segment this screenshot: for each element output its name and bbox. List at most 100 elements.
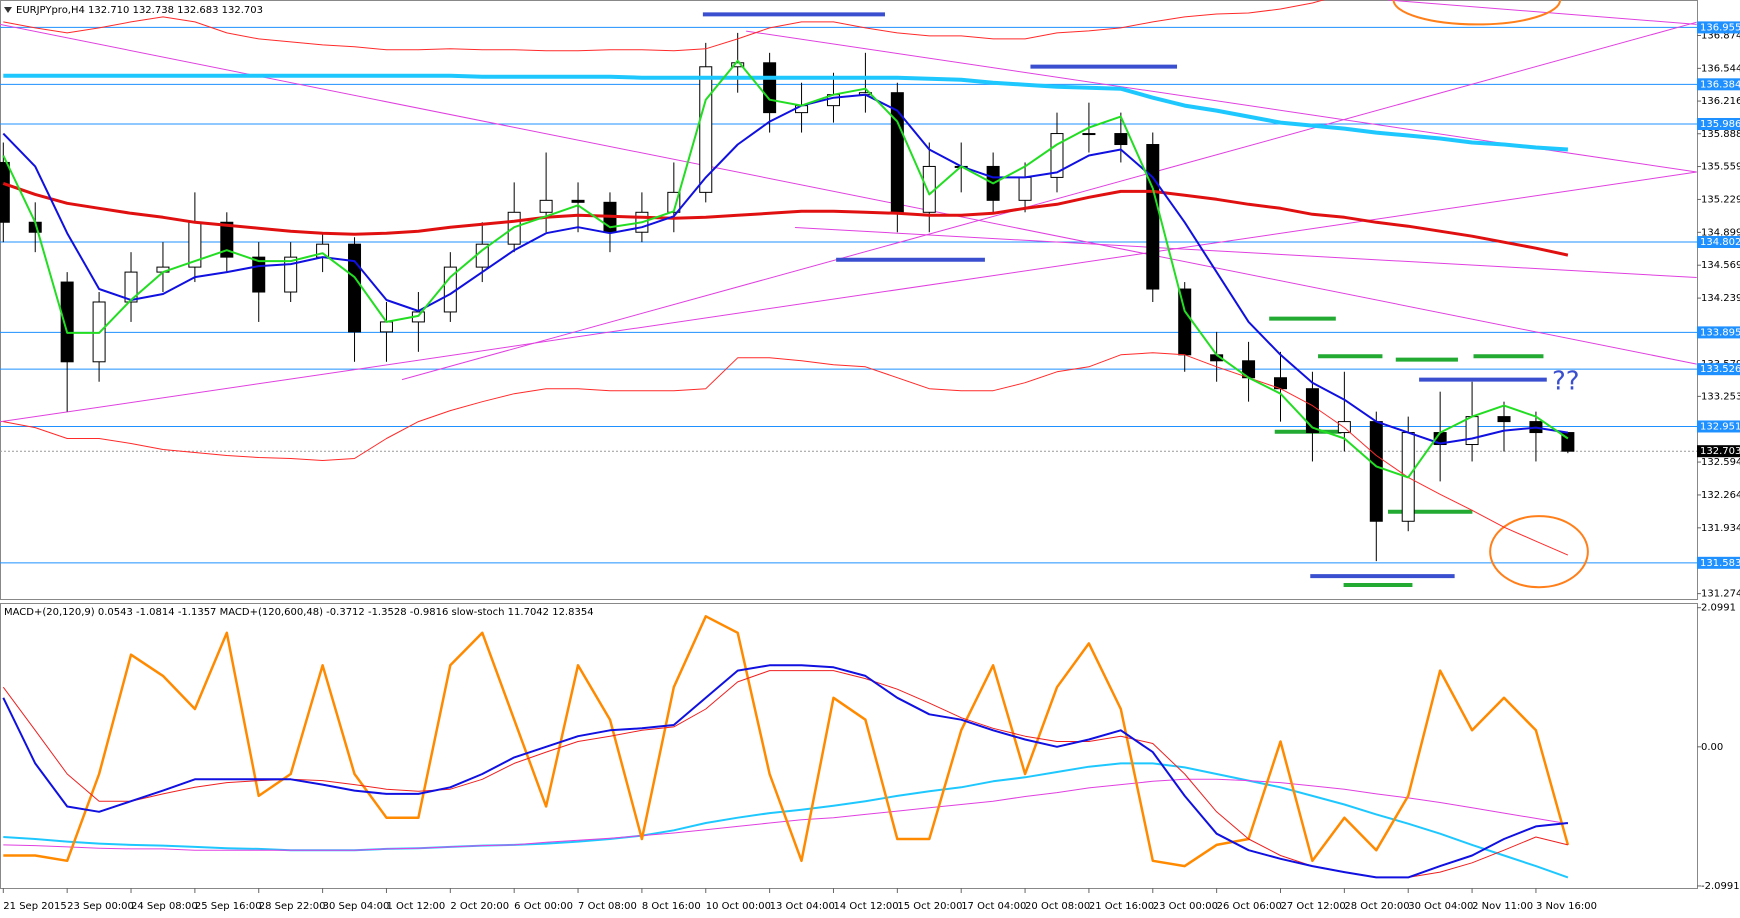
x-tick-label: 2 Nov 11:00 — [1472, 901, 1533, 912]
y-tick-label: 136.874 — [1701, 30, 1740, 41]
y-tick-label: 136.216 — [1701, 96, 1740, 107]
overlays — [2, 0, 1569, 556]
x-tick-label: 2 Oct 20:00 — [450, 901, 509, 912]
x-tick-label: 21 Oct 16:00 — [1089, 901, 1154, 912]
candle-body — [1114, 133, 1128, 146]
trendline — [402, 22, 1697, 379]
candle-body — [571, 199, 585, 203]
trendline — [795, 228, 1697, 278]
indicator-line — [3, 73, 1569, 152]
trendline — [0, 172, 1697, 422]
x-tick-label: 30 Oct 04:00 — [1408, 901, 1473, 912]
indicator-line — [3, 615, 1570, 868]
x-tick-label: 25 Sep 16:00 — [195, 901, 262, 912]
level-label: 131.583 — [1700, 558, 1740, 569]
y-tick-label: -2.0991 — [1701, 881, 1740, 892]
x-tick-label: 15 Oct 20:00 — [897, 901, 962, 912]
y-tick-label: 135.888 — [1701, 129, 1740, 140]
y-tick-label: 131.274 — [1701, 589, 1740, 600]
candle-body — [1178, 288, 1192, 356]
candle-body — [252, 256, 266, 293]
x-tick-label: 28 Oct 20:00 — [1344, 901, 1409, 912]
candle-body — [60, 281, 74, 363]
x-tick-label: 3 Nov 16:00 — [1536, 901, 1597, 912]
y-tick-label: 136.544 — [1701, 63, 1740, 74]
level-badge — [1697, 420, 1740, 433]
candle-body — [1497, 416, 1511, 423]
y-tick-label: 135.229 — [1701, 194, 1740, 205]
current-badge — [1697, 445, 1740, 458]
level-lines — [0, 26, 1697, 564]
y-tick-label: 134.899 — [1701, 227, 1740, 238]
candle-body — [1305, 388, 1319, 434]
indicator-line — [3, 352, 1569, 556]
level-label: 135.986 — [1700, 119, 1740, 130]
resistance-marks — [703, 14, 1547, 576]
candle-body — [1018, 176, 1032, 201]
overlays — [2, 615, 1570, 879]
main-title: EURJPYpro,H4 132.710 132.738 132.683 132… — [16, 5, 263, 16]
x-tick-label: 14 Oct 12:00 — [833, 901, 898, 912]
candle-body — [922, 165, 936, 213]
x-tick-label: 24 Sep 08:00 — [131, 901, 198, 912]
candle-body — [1146, 144, 1160, 290]
level-label: 136.384 — [1700, 79, 1740, 90]
highlight-ellipse — [1394, 0, 1561, 24]
candle-body — [1082, 133, 1096, 136]
level-badge — [1697, 556, 1740, 569]
x-tick-label: 28 Sep 22:00 — [259, 901, 326, 912]
indicator-title: MACD+(20,120,9) 0.0543 -1.0814 -1.1357 M… — [4, 607, 594, 618]
y-tick-label: 134.239 — [1701, 293, 1740, 304]
x-tick-label: 30 Sep 04:00 — [323, 901, 390, 912]
level-label: 134.802 — [1700, 237, 1740, 248]
y-tick-label: 133.253 — [1701, 391, 1740, 402]
indicator-line — [3, 0, 1325, 52]
x-tick-label: 1 Oct 12:00 — [386, 901, 445, 912]
x-tick-label: 7 Oct 08:00 — [578, 901, 637, 912]
y-tick-label: 134.569 — [1701, 260, 1740, 271]
indicator-line — [2, 59, 1569, 479]
menu-triangle — [4, 7, 12, 13]
level-label: 133.895 — [1700, 327, 1740, 338]
x-tick-label: 8 Oct 16:00 — [642, 901, 701, 912]
indicator-line — [3, 762, 1569, 879]
x-tick-label: 23 Oct 00:00 — [1153, 901, 1218, 912]
x-tick-label: 17 Oct 04:00 — [961, 901, 1026, 912]
x-tick-label: 20 Oct 08:00 — [1025, 901, 1090, 912]
candle-body — [0, 161, 10, 223]
annotation: ?? — [1552, 367, 1580, 397]
y-tick-label: 132.264 — [1701, 490, 1740, 501]
y-tick-label: 132.594 — [1701, 457, 1740, 468]
level-badge — [1697, 21, 1740, 34]
candle-body — [1050, 133, 1064, 178]
indicator-line — [3, 778, 1568, 851]
candle-body — [124, 271, 138, 303]
level-badge — [1697, 235, 1740, 248]
candle-body — [220, 221, 234, 258]
x-tick-label: 6 Oct 00:00 — [514, 901, 573, 912]
x-tick-label: 13 Oct 04:00 — [770, 901, 835, 912]
candle-body — [763, 62, 777, 114]
x-tick-label: 27 Oct 12:00 — [1281, 901, 1346, 912]
indicator-panel — [0, 603, 1698, 889]
trendline — [1388, 0, 1697, 24]
candles — [0, 32, 1575, 562]
level-label: 133.526 — [1700, 364, 1740, 375]
level-label: 132.951 — [1700, 421, 1740, 432]
y-tick-label: 2.0991 — [1701, 603, 1736, 614]
x-tick-label: 21 Sep 2015 — [3, 901, 66, 912]
candle-body — [1369, 421, 1383, 522]
y-tick-label: 0.00 — [1701, 742, 1723, 753]
x-tick-label: 26 Oct 06:00 — [1217, 901, 1282, 912]
y-tick-label: 135.559 — [1701, 162, 1740, 173]
candle-body — [348, 243, 362, 333]
level-badge — [1697, 363, 1740, 376]
indicator-line — [2, 93, 1569, 445]
x-tick-label: 10 Oct 00:00 — [706, 901, 771, 912]
candle-body — [284, 256, 298, 293]
main-panel — [0, 0, 1698, 600]
candle-body — [699, 66, 713, 193]
candle-body — [731, 62, 745, 68]
level-badge — [1697, 326, 1740, 339]
